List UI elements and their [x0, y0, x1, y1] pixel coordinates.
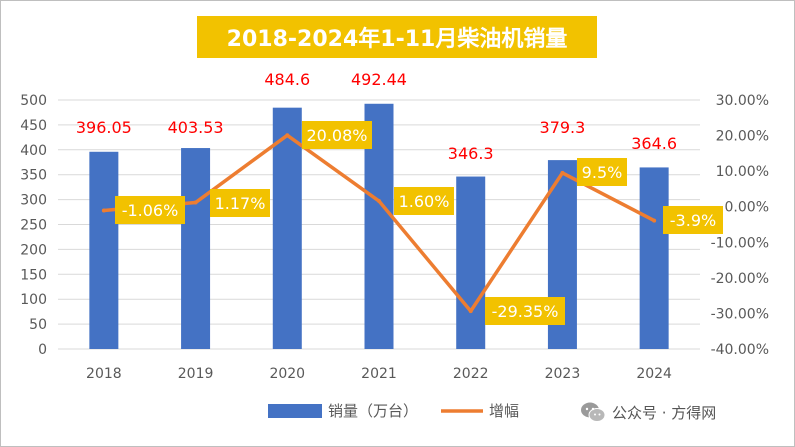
watermark-text: 公众号 · 方得网	[612, 403, 717, 422]
y-left-tick-label: 500	[20, 93, 47, 109]
bar-value-label: 396.05	[76, 118, 132, 137]
x-tick-label: 2018	[86, 366, 122, 382]
line-point	[101, 208, 106, 213]
chart-title: 2018-2024年1-11月柴油机销量	[226, 27, 568, 52]
line-point	[560, 170, 565, 175]
line-label-box	[485, 297, 565, 325]
y-right-tick-label: 30.00%	[716, 93, 769, 109]
bar	[272, 107, 302, 350]
line-label-box	[394, 187, 454, 215]
line-point	[377, 199, 381, 204]
line-value-label: -3.9%	[670, 211, 716, 230]
line-value-label: 1.17%	[215, 194, 266, 213]
x-tick-label: 2019	[178, 366, 214, 382]
line-label-box	[302, 121, 372, 149]
line-point	[652, 218, 657, 223]
y-right-tick-label: -20.00%	[711, 271, 769, 287]
line-label-box	[210, 189, 270, 217]
line-value-label: 20.08%	[306, 126, 367, 145]
x-tick-label: 2021	[361, 366, 397, 382]
bar-value-label: 403.53	[168, 118, 224, 137]
bar	[456, 176, 486, 349]
x-tick-label: 2022	[453, 366, 489, 382]
y-right-tick-label: 20.00%	[716, 129, 769, 145]
y-left-tick-label: 50	[29, 317, 47, 333]
y-left-tick-label: 0	[38, 342, 47, 358]
line-point	[193, 200, 198, 205]
y-left-tick-label: 350	[20, 168, 47, 184]
line-label-box	[663, 206, 723, 234]
line-value-label: -29.35%	[492, 302, 559, 321]
bar	[181, 148, 211, 349]
y-left-tick-label: 400	[20, 143, 47, 159]
chart-title-box: 2018-2024年1-11月柴油机销量	[197, 16, 597, 58]
bar-value-label: 379.3	[540, 118, 586, 137]
line-label-box	[577, 158, 627, 186]
bar	[639, 167, 669, 349]
legend-line-label: 增幅	[489, 402, 519, 420]
bar-value-label: 346.3	[448, 144, 494, 163]
y-right-tick-label: -30.00%	[711, 306, 769, 322]
y-left-tick-label: 250	[20, 218, 47, 234]
x-tick-label: 2024	[636, 366, 672, 382]
y-right-tick-label: -10.00%	[711, 235, 769, 251]
wechat-icon	[581, 402, 606, 422]
line-point	[468, 309, 473, 314]
line-value-label: 1.60%	[399, 192, 450, 211]
legend-bar-swatch	[268, 404, 322, 418]
bar-value-label: 364.6	[631, 134, 677, 153]
y-left-tick-label: 100	[20, 292, 47, 308]
y-right-tick-label: -40.00%	[711, 342, 769, 358]
bar-value-label: 492.44	[351, 70, 407, 89]
legend-bar-label: 销量（万台）	[328, 402, 418, 420]
line-label-box	[115, 196, 185, 224]
y-left-tick-label: 150	[20, 267, 47, 283]
y-right-tick-label: 10.00%	[716, 164, 769, 180]
x-tick-label: 2023	[545, 366, 581, 382]
y-left-tick-label: 450	[20, 118, 47, 134]
line-point	[285, 133, 290, 138]
bar-value-label: 484.6	[264, 70, 310, 89]
bar	[89, 151, 119, 349]
y-left-tick-label: 200	[20, 242, 47, 258]
y-right-tick-label: 0.00%	[725, 200, 769, 216]
line-value-label: 9.5%	[582, 163, 623, 182]
y-left-tick-label: 300	[20, 193, 47, 209]
watermark: 公众号 · 方得网	[580, 400, 716, 424]
x-tick-label: 2020	[269, 366, 305, 382]
line-value-label: -1.06%	[122, 201, 179, 220]
